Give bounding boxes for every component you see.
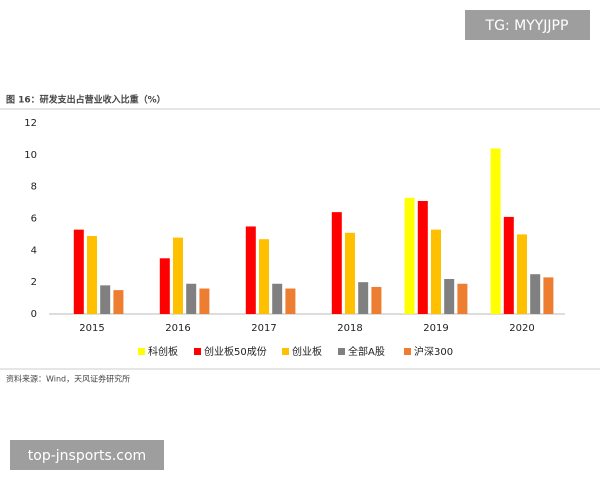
watermark: TG: MYYJJPP: [485, 18, 569, 34]
bar: [272, 283, 283, 314]
bar: [358, 282, 369, 314]
bar: [517, 234, 527, 314]
legend-label: 全部A股: [348, 345, 385, 358]
bar: [245, 226, 256, 314]
bar: [417, 200, 428, 314]
bar: [285, 288, 296, 314]
x-tick-label: 2020: [509, 323, 534, 334]
bar: [444, 278, 455, 314]
y-tick-label: 6: [31, 214, 37, 225]
y-tick-label: 0: [31, 309, 37, 320]
source-note: 资料来源：Wind，天风证券研究所: [6, 374, 130, 384]
bar: [73, 229, 84, 314]
bar: [100, 285, 111, 314]
bar: [87, 236, 97, 314]
bar: [404, 197, 415, 314]
legend-swatch: [338, 348, 345, 355]
y-tick-label: 4: [31, 245, 37, 256]
x-tick-label: 2015: [79, 323, 104, 334]
legend-label: 沪深300: [414, 345, 453, 358]
bar: [543, 277, 554, 314]
legend-label: 创业板: [292, 345, 322, 358]
x-tick-label: 2016: [165, 323, 190, 334]
y-tick-label: 8: [31, 182, 37, 193]
legend-swatch: [404, 348, 411, 355]
y-tick-label: 2: [31, 277, 37, 288]
legend-swatch: [138, 348, 145, 355]
bar: [371, 286, 382, 314]
bar: [259, 239, 269, 314]
legend-label: 科创板: [148, 345, 178, 358]
bar: [159, 258, 170, 314]
bar: [457, 283, 468, 314]
bar: [490, 148, 501, 314]
watermark-box: [465, 10, 590, 40]
bar: [345, 232, 355, 314]
bar: [173, 237, 183, 314]
watermark: top-jnsports.com: [28, 448, 146, 464]
y-tick-label: 12: [24, 118, 37, 129]
y-tick-label: 10: [24, 150, 37, 161]
bar: [113, 290, 124, 314]
bar: [331, 212, 342, 314]
legend-label: 创业板50成份: [204, 345, 267, 358]
watermark-box: [10, 440, 164, 470]
bar: [431, 229, 441, 314]
bar: [186, 283, 197, 314]
bar: [199, 288, 210, 314]
chart-title: 图 16：研发支出占营业收入比重（%）: [6, 94, 166, 106]
x-tick-label: 2019: [423, 323, 448, 334]
legend-swatch: [194, 348, 201, 355]
bar: [503, 216, 514, 314]
bar: [530, 274, 541, 314]
x-tick-label: 2017: [251, 323, 276, 334]
legend-swatch: [282, 348, 289, 355]
x-tick-label: 2018: [337, 323, 362, 334]
